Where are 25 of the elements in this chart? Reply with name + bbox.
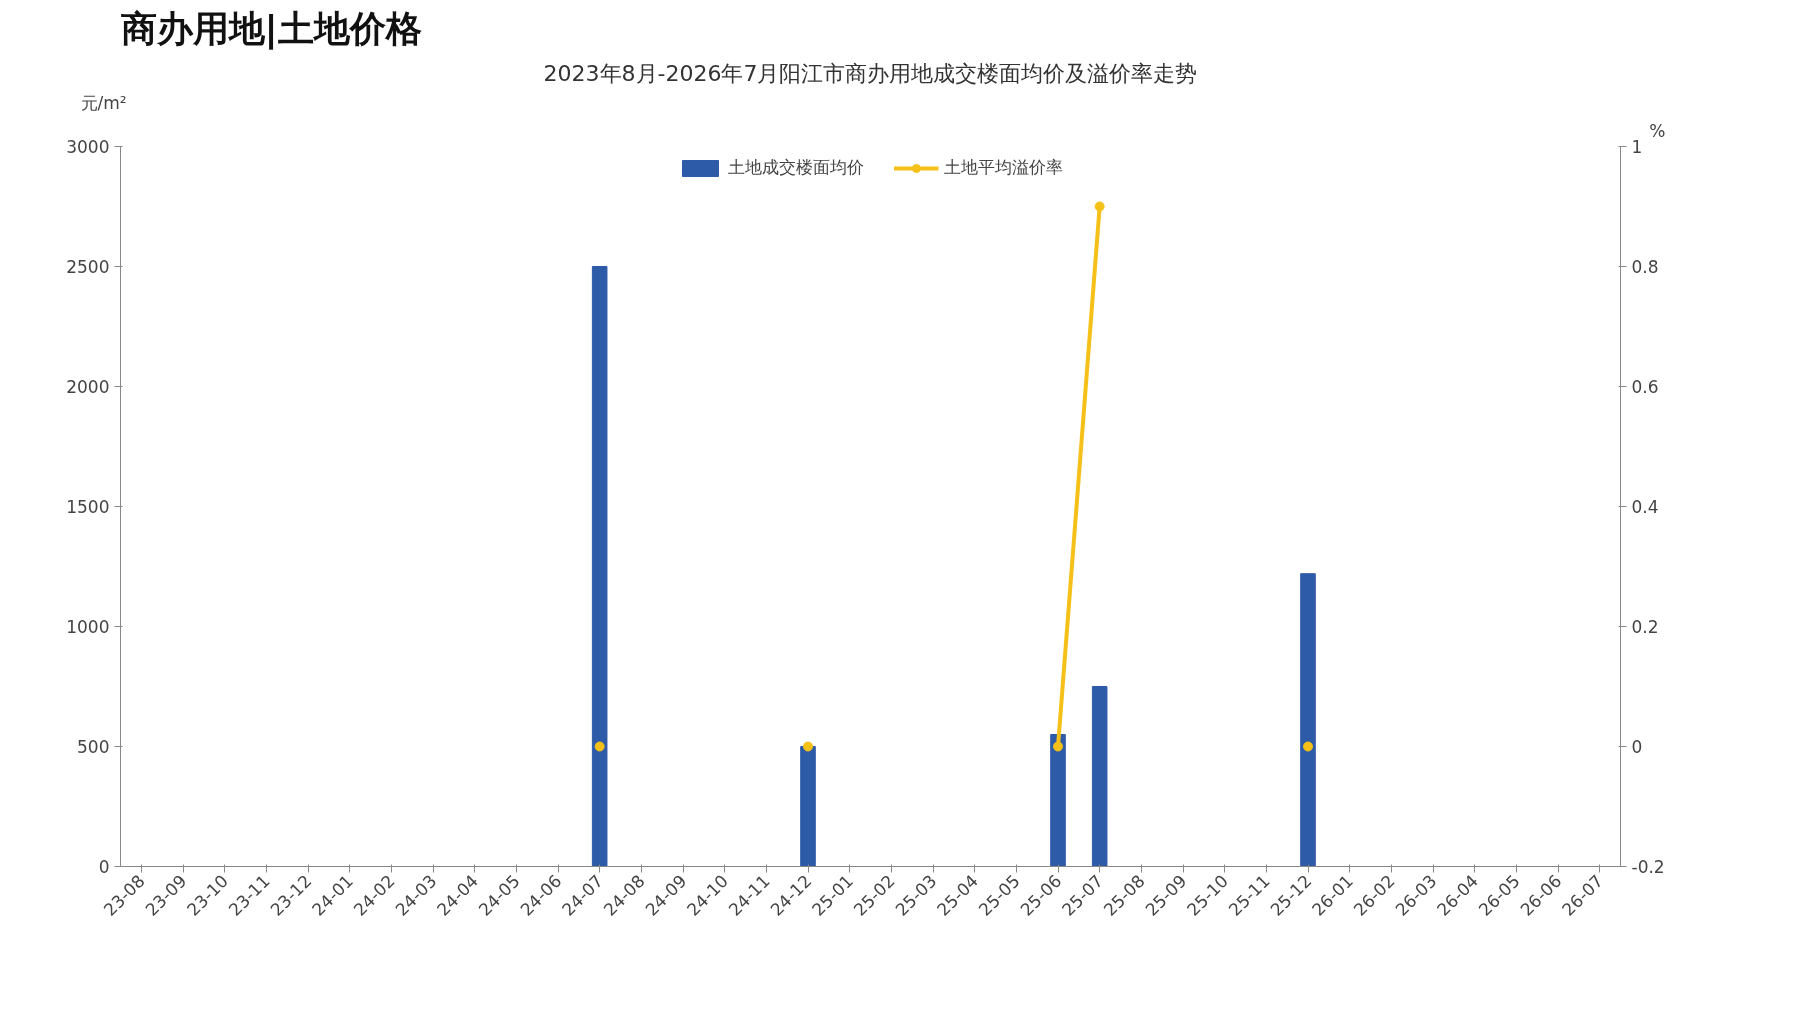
bar — [1050, 734, 1066, 867]
bar — [1091, 686, 1108, 867]
y2-tick-label: 0.8 — [1631, 257, 1659, 277]
y-tick-label: 1500 — [66, 497, 110, 517]
legend-label: 土地成交楼面均价 — [727, 156, 864, 179]
legend-label: 土地平均溢价率 — [943, 156, 1063, 179]
y-tick-label: 2500 — [66, 257, 110, 277]
bar — [800, 746, 816, 867]
y2-tick-label: -0.2 — [1631, 857, 1665, 877]
y2-tick-label: 0.6 — [1631, 377, 1659, 397]
y2-tick-label: 1 — [1631, 137, 1643, 157]
y2-axis-title: % — [1649, 120, 1666, 141]
y2-tick-label: 0 — [1631, 737, 1643, 757]
y-tick-label: 0 — [98, 857, 110, 877]
y2-tick-label: 0.2 — [1631, 617, 1659, 637]
y-tick-label: 2000 — [66, 377, 110, 397]
y-tick-label: 500 — [77, 737, 110, 757]
y-axis-title: 元/m² — [80, 92, 127, 113]
bar — [1300, 573, 1316, 867]
y-tick-label: 1000 — [66, 617, 110, 637]
y-tick-label: 3000 — [66, 137, 110, 157]
chart-title: 商办用地|土地价格 — [120, 7, 422, 50]
chart-subtitle: 2023年8月-2026年7月阳江市商办用地成交楼面均价及溢价率走势 — [543, 60, 1198, 86]
y2-tick-label: 0.4 — [1631, 497, 1659, 517]
bar — [591, 266, 608, 867]
